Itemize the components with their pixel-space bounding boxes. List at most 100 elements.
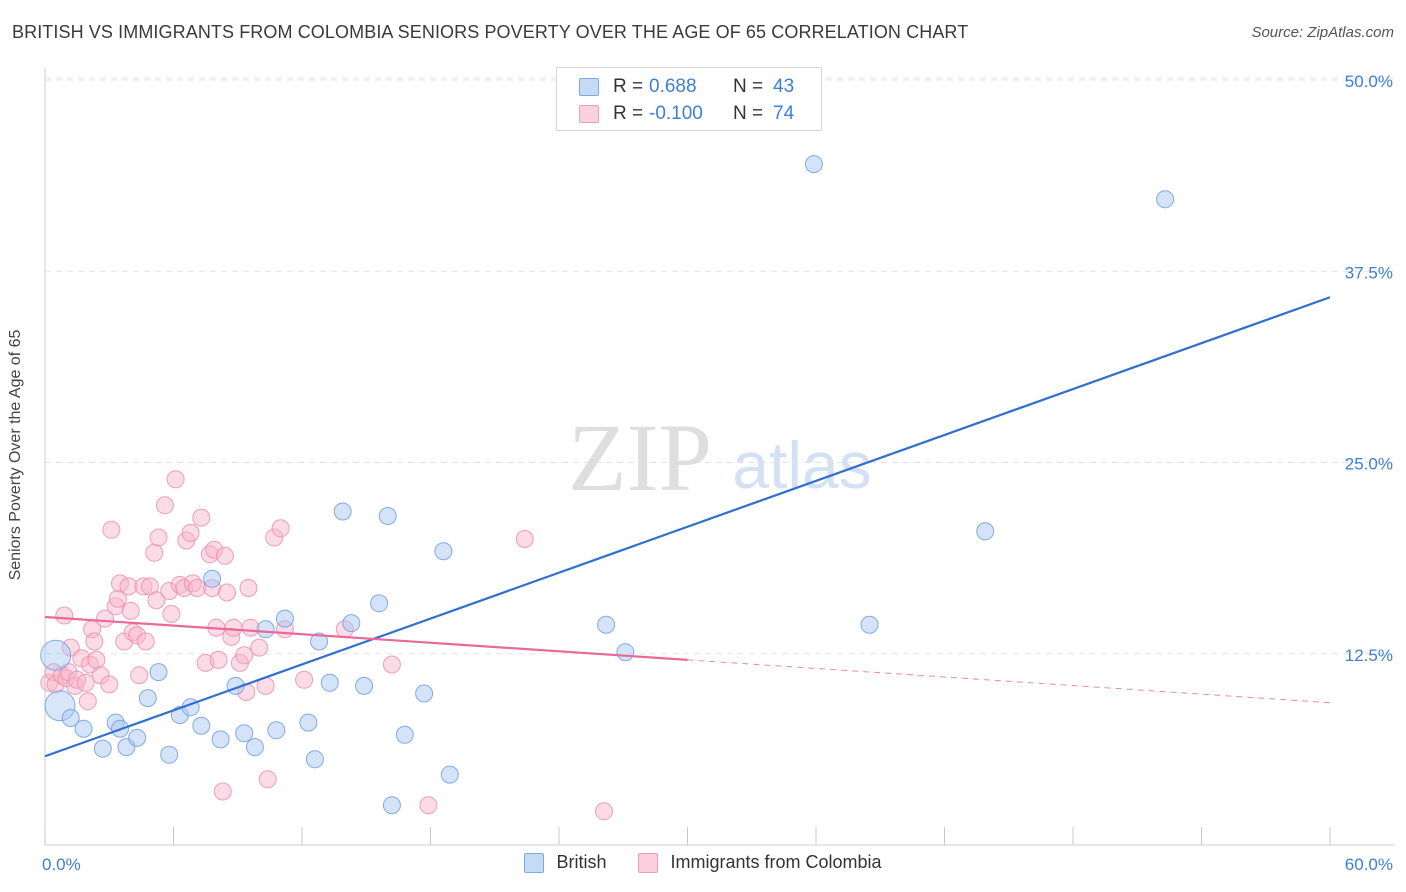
colombia-point: [239, 579, 258, 597]
british-point: [370, 594, 389, 613]
legend-swatch-colombia: [638, 852, 659, 873]
british-point: [61, 709, 80, 727]
british-point: [211, 730, 230, 749]
british-point: [395, 725, 414, 744]
british-point: [1156, 190, 1175, 209]
legend-n-value-british: 43: [773, 76, 795, 97]
british-point: [976, 522, 995, 541]
legend-n-label: N =: [733, 103, 764, 124]
british-point: [203, 569, 222, 588]
colombia-point: [136, 632, 155, 651]
y-tick-label: 50.0%: [1345, 72, 1393, 91]
colombia-point: [145, 543, 164, 562]
british-point: [333, 502, 352, 521]
british-point: [256, 620, 275, 639]
british-point: [378, 507, 397, 525]
colombia-point: [121, 601, 140, 620]
colombia-point: [215, 546, 234, 565]
british-point: [355, 676, 374, 695]
x-tick-label: 0.0%: [42, 855, 81, 874]
watermark-zip: ZIP: [568, 404, 712, 511]
colombia-point: [96, 609, 114, 628]
colombia-point: [181, 523, 200, 542]
colombia-point: [382, 655, 401, 674]
colombia-point: [258, 770, 277, 789]
british-point: [860, 615, 879, 634]
colombia-point: [192, 508, 211, 527]
colombia-point: [295, 670, 314, 689]
british-point: [74, 719, 93, 738]
british-points: [40, 155, 1175, 815]
legend-swatch-british: [579, 78, 599, 96]
y-tick-label: 25.0%: [1345, 455, 1393, 474]
correlation-legend: R = 0.688 N = 43 R = -0.100 N = 74: [556, 67, 822, 131]
gridlines: [45, 77, 1395, 655]
british-point: [415, 684, 434, 703]
legend-label-british: British: [556, 852, 607, 872]
colombia-point: [250, 638, 269, 657]
legend-item-british[interactable]: British: [524, 852, 606, 873]
axes: [44, 68, 1395, 846]
y-tick-label: 37.5%: [1345, 263, 1393, 282]
colombia-point: [78, 692, 97, 711]
colombia-point: [76, 673, 95, 692]
british-trend-line: [44, 296, 1331, 758]
legend-label-colombia: Immigrants from Colombia: [670, 852, 882, 872]
british-point: [275, 609, 294, 628]
british-point: [305, 750, 324, 769]
british-point: [138, 689, 157, 708]
legend-row-british: R = 0.688 N = 43: [579, 74, 794, 100]
legend-r-value-colombia: -0.100: [649, 103, 703, 124]
legend-r-value-british: 0.688: [649, 76, 697, 97]
series-legend: British Immigrants from Colombia: [0, 852, 1406, 873]
colombia-trend-line: [44, 615, 688, 661]
british-point: [93, 739, 112, 758]
colombia-point: [119, 577, 138, 596]
british-point: [267, 721, 286, 740]
x-tick-label: 60.0%: [1345, 855, 1393, 874]
colombia-point: [149, 528, 168, 547]
colombia-point: [85, 632, 104, 651]
british-point: [149, 663, 168, 682]
colombia-point: [162, 605, 181, 623]
british-point: [382, 796, 401, 815]
british-point: [597, 615, 616, 634]
watermark: ZIP atlas: [568, 404, 872, 511]
colombia-points: [40, 470, 613, 821]
colombia-point: [87, 650, 106, 669]
british-point: [160, 745, 179, 764]
colombia-point: [241, 618, 260, 637]
british-point: [192, 716, 211, 735]
colombia-point: [213, 782, 232, 801]
colombia-point: [130, 666, 149, 685]
colombia-point: [147, 591, 166, 610]
colombia-point: [515, 530, 534, 548]
british-point: [320, 673, 339, 692]
colombia-trend-extension: [687, 659, 1331, 704]
colombia-point: [419, 796, 438, 815]
british-point: [434, 542, 453, 561]
y-tick-label: 12.5%: [1345, 646, 1393, 665]
british-point: [440, 765, 459, 784]
british-point: [235, 724, 254, 743]
colombia-point: [102, 520, 121, 539]
legend-swatch-colombia: [579, 105, 599, 123]
colombia-point: [224, 618, 243, 637]
legend-n-value-colombia: 74: [773, 103, 795, 124]
british-point: [40, 639, 72, 671]
colombia-point: [235, 646, 254, 665]
colombia-point: [188, 579, 207, 597]
legend-swatch-british: [524, 852, 545, 873]
colombia-point: [209, 650, 228, 669]
british-point: [342, 614, 361, 633]
colombia-point: [166, 470, 185, 489]
legend-row-colombia: R = -0.100 N = 74: [579, 101, 794, 127]
british-point: [804, 155, 823, 174]
british-point: [299, 713, 318, 732]
colombia-point: [155, 496, 174, 515]
legend-item-colombia[interactable]: Immigrants from Colombia: [638, 852, 882, 873]
legend-r-label: R =: [613, 76, 644, 97]
colombia-point: [100, 675, 119, 694]
british-point: [310, 632, 329, 651]
